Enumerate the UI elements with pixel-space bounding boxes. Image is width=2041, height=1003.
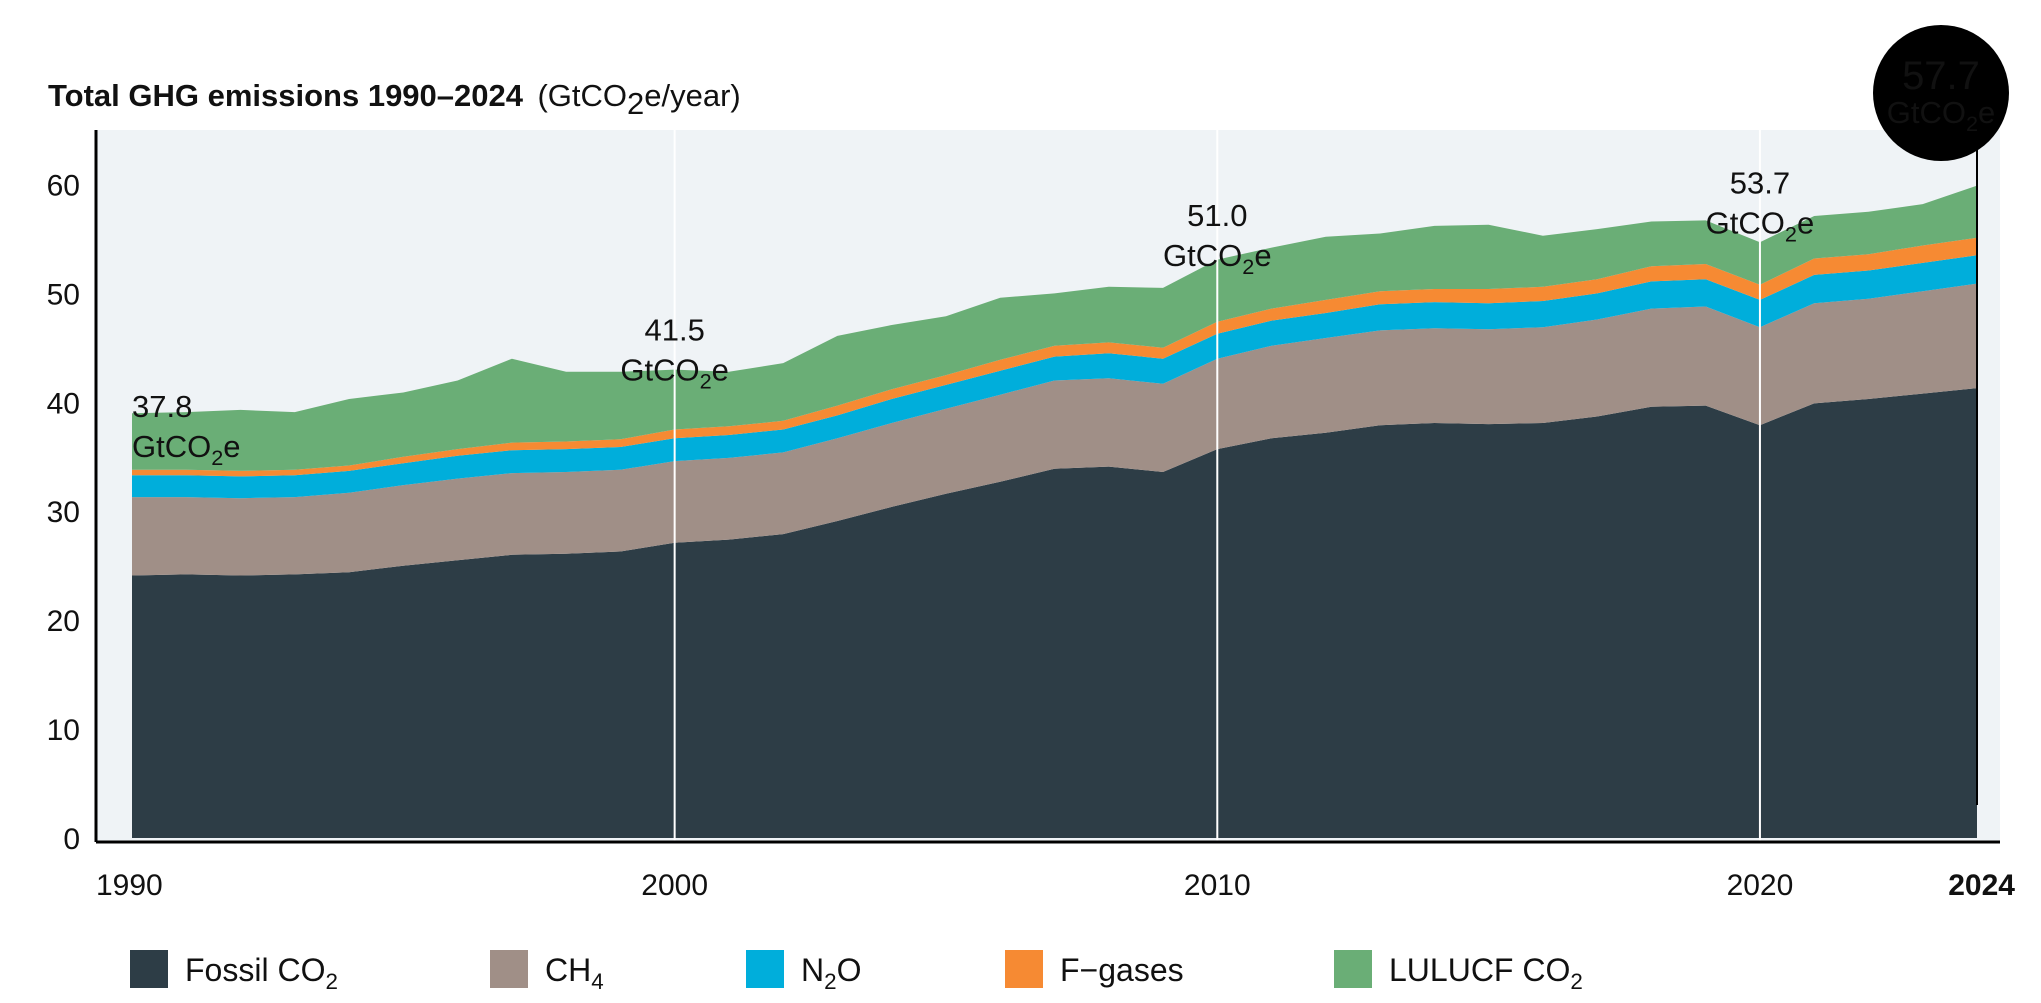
x-gridlines [673,130,1978,842]
x-tick-label: 1990 [96,869,163,902]
annotation-unit: GtCO2e [620,353,729,394]
area-lulucf [132,185,1977,471]
axes [94,130,2000,844]
annotation-unit: GtCO2e [1706,205,1815,246]
annotation-value: 53.7 [1730,165,1790,200]
annotation-unit: GtCO2e [1163,238,1272,279]
legend-swatch-lulucf [1334,950,1372,988]
area-fossil [132,388,1977,838]
y-tick-label: 40 [47,387,80,420]
y-tick-label: 30 [47,496,80,529]
area-fgas [132,237,1977,477]
stacked-areas [132,185,1977,838]
legend-swatch-n2o [746,950,784,988]
legend-swatch-fossil [130,950,168,988]
legend-label-fossil: Fossil CO2 [185,952,338,994]
highlight-unit: GtCO2e [1887,95,1996,136]
annotation-value: 51.0 [1187,198,1247,233]
legend-label-n2o: N2O [801,952,861,994]
chart-title-text: Total GHG emissions 1990–2024 [48,78,524,113]
legend-label-lulucf: LULUCF CO2 [1389,952,1583,994]
y-tick-label: 60 [47,169,80,202]
tick-labels: 0 10 20 30 40 50 60 1990 2000 2010 2020 2024 [47,169,2016,902]
highlight-circle [1873,25,2009,161]
x-tick-label: 2000 [641,869,708,902]
y-tick-label: 50 [47,278,80,311]
annotation-unit: GtCO2e [132,429,241,470]
annotation-value: 41.5 [644,313,704,348]
area-ch4 [132,283,1977,576]
legend-label-ch4: CH4 [545,952,604,994]
highlight-value: 57.7 [1902,54,1980,98]
chart-title: Total GHG emissions 1990–2024 (GtCO2e/ye… [48,78,741,121]
x-tick-label: 2020 [1727,869,1794,902]
area-n2o [132,255,1977,499]
x-tick-label: 2024 [1948,869,2015,902]
legend: Fossil CO2 CH4 N2O F−gases LULUCF CO2 [130,950,1583,994]
y-tick-label: 0 [63,823,80,856]
annotation-value: 37.8 [132,389,192,424]
legend-swatch-fgas [1005,950,1043,988]
legend-label-fgas: F−gases [1060,952,1184,988]
annotations: 37.8 GtCO2e 41.5 GtCO2e 51.0 GtCO2e 53.7 GtCO2e [132,165,1814,469]
chart-title-unit: (GtCO [537,78,627,113]
x-tick-label: 2010 [1184,869,1251,902]
y-tick-label: 10 [47,714,80,747]
y-tick-label: 20 [47,605,80,638]
legend-swatch-ch4 [490,950,528,988]
